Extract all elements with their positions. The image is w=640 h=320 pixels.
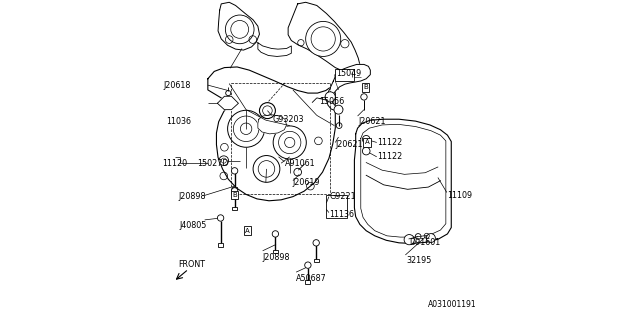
Circle shape — [259, 103, 275, 119]
Polygon shape — [326, 64, 371, 111]
Polygon shape — [218, 96, 239, 110]
Text: 11122: 11122 — [378, 152, 403, 161]
Bar — [232, 207, 237, 210]
Text: A: A — [365, 140, 369, 146]
Text: 15056: 15056 — [319, 97, 344, 106]
Circle shape — [258, 161, 275, 177]
Circle shape — [232, 168, 238, 174]
Circle shape — [225, 15, 254, 44]
Circle shape — [285, 137, 295, 148]
Text: A91061: A91061 — [285, 159, 316, 168]
Polygon shape — [288, 2, 360, 71]
Circle shape — [234, 116, 259, 141]
Circle shape — [362, 147, 370, 155]
Text: 11120: 11120 — [163, 159, 188, 168]
Text: 11122: 11122 — [378, 138, 403, 147]
Circle shape — [278, 131, 301, 154]
Circle shape — [218, 215, 224, 221]
Circle shape — [232, 188, 238, 194]
Bar — [232, 187, 237, 190]
Circle shape — [231, 20, 248, 38]
Circle shape — [306, 21, 340, 56]
Circle shape — [404, 235, 414, 245]
Circle shape — [253, 156, 280, 182]
Circle shape — [219, 156, 228, 165]
Bar — [314, 259, 319, 262]
Circle shape — [228, 110, 264, 147]
Polygon shape — [208, 67, 335, 201]
Circle shape — [272, 231, 278, 237]
Polygon shape — [258, 43, 291, 56]
Bar — [273, 250, 278, 253]
Circle shape — [362, 135, 370, 143]
Circle shape — [325, 92, 335, 102]
Text: FRONT: FRONT — [178, 260, 205, 269]
Text: J20898: J20898 — [178, 192, 205, 201]
Circle shape — [273, 126, 307, 159]
Text: G9221: G9221 — [330, 192, 356, 201]
Circle shape — [311, 27, 335, 51]
Circle shape — [241, 123, 252, 134]
Text: J40805: J40805 — [180, 221, 207, 230]
Text: J20621: J20621 — [335, 140, 363, 149]
Text: D91601: D91601 — [409, 238, 440, 247]
Text: J20618: J20618 — [164, 81, 191, 90]
Bar — [335, 69, 355, 81]
Polygon shape — [361, 124, 446, 237]
Bar — [218, 244, 223, 247]
Circle shape — [313, 240, 319, 246]
Circle shape — [221, 158, 227, 163]
Circle shape — [334, 105, 343, 114]
Text: G93203: G93203 — [272, 115, 304, 124]
Text: 15049: 15049 — [336, 69, 361, 78]
Text: 15027D: 15027D — [197, 159, 229, 168]
Bar — [326, 195, 347, 218]
Circle shape — [305, 262, 311, 268]
Polygon shape — [355, 119, 451, 244]
Text: 32195: 32195 — [406, 256, 431, 265]
Text: A50687: A50687 — [296, 274, 327, 283]
Text: B: B — [363, 84, 368, 90]
Text: J20621: J20621 — [358, 117, 386, 126]
Text: A031001191: A031001191 — [428, 300, 477, 309]
Circle shape — [262, 106, 272, 116]
Text: 11109: 11109 — [447, 190, 472, 200]
Bar — [305, 280, 310, 284]
Text: J20898: J20898 — [262, 253, 290, 262]
Polygon shape — [258, 115, 287, 134]
Circle shape — [426, 234, 435, 243]
Text: A: A — [245, 228, 250, 234]
Text: J20619: J20619 — [293, 178, 321, 187]
Text: B: B — [232, 192, 237, 198]
Text: 11136: 11136 — [330, 210, 355, 219]
Polygon shape — [218, 2, 259, 50]
Text: 11036: 11036 — [166, 117, 191, 126]
